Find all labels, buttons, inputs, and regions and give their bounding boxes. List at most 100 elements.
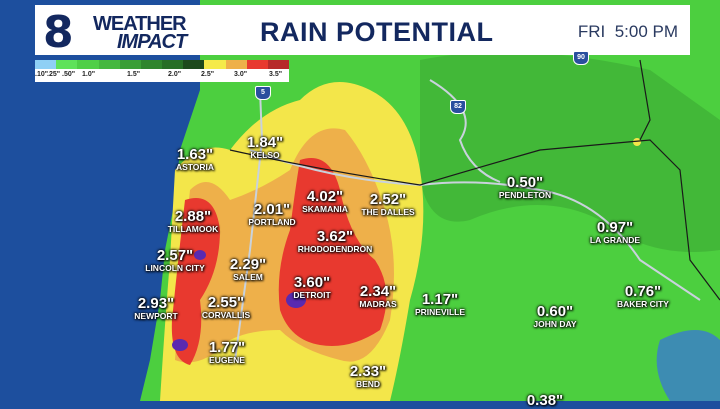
city-name: KELSO xyxy=(250,150,280,160)
city-rain-label: 0.60" JOHN DAY xyxy=(533,304,576,329)
legend-swatch xyxy=(77,60,99,69)
legend-swatch xyxy=(140,60,163,69)
legend-swatch xyxy=(35,60,57,69)
legend-swatch xyxy=(267,60,290,69)
rain-amount: 1.17" xyxy=(421,291,459,308)
city-name: CORVALLIS xyxy=(201,310,251,320)
city-name: PRINEVILLE xyxy=(414,307,466,317)
city-rain-label: 2.29" SALEM xyxy=(230,257,266,282)
legend-swatch xyxy=(225,60,247,69)
legend-label: 1.0" xyxy=(82,71,96,78)
city-rain-label: 0.76" BAKER CITY xyxy=(617,284,669,309)
heavy-rain-coast xyxy=(172,339,188,351)
rain-amount: 0.76" xyxy=(624,283,662,300)
highway xyxy=(234,89,264,361)
rain-spot-east xyxy=(633,138,641,146)
legend-label: .10" xyxy=(35,71,49,78)
city-rain-label: 1.63" ASTORIA xyxy=(176,147,214,172)
city-name: DETROIT xyxy=(293,290,331,300)
city-rain-label: 2.01" PORTLAND xyxy=(248,202,295,227)
city-rain-label: 2.52" THE DALLES xyxy=(361,192,414,217)
legend-color-scale xyxy=(35,60,290,69)
city-rain-label: 2.55" CORVALLIS xyxy=(202,295,250,320)
interstate-shield: 82 xyxy=(450,100,466,114)
interstate-shield: 90 xyxy=(573,51,589,65)
city-rain-label: 0.50" PENDLETON xyxy=(499,175,551,200)
city-name: LA GRANDE xyxy=(589,235,641,245)
state-border xyxy=(639,59,651,141)
station-logo: 8 xyxy=(43,7,74,58)
red-rain-coast xyxy=(171,198,220,365)
city-name: SALEM xyxy=(233,272,263,282)
rain-amount: 2.34" xyxy=(359,283,397,300)
rain-amount: 1.77" xyxy=(208,339,246,356)
legend-label: 1.5" xyxy=(127,71,141,78)
legend-swatch xyxy=(162,60,184,69)
city-rain-label: 1.84" KELSO xyxy=(247,135,283,160)
header-bar: 8 WEATHER IMPACT RAIN POTENTIAL FRI 5:00… xyxy=(35,5,690,58)
city-name: BAKER CITY xyxy=(617,299,669,309)
city-name: LINCOLN CITY xyxy=(145,263,205,273)
city-rain-label: 2.33" BEND xyxy=(350,364,386,389)
city-rain-label: 0.97" LA GRANDE xyxy=(590,220,640,245)
city-name: MADRAS xyxy=(359,299,397,309)
city-rain-label: 3.62" RHODODENDRON xyxy=(298,229,373,254)
page-title: RAIN POTENTIAL xyxy=(260,17,494,47)
city-name: TILLAMOOK xyxy=(167,224,219,234)
rain-amount: 2.55" xyxy=(207,294,245,311)
legend-label: .25" xyxy=(47,71,61,78)
rain-amount: 4.02" xyxy=(306,188,344,205)
logo-impact: IMPACT xyxy=(117,31,187,53)
rain-amount: 2.88" xyxy=(174,208,212,225)
heavy-rain-detroit xyxy=(286,292,306,308)
state-border xyxy=(229,139,720,301)
legend-swatch xyxy=(98,60,120,69)
rain-amount: 2.52" xyxy=(369,191,407,208)
rain-amount: 1.84" xyxy=(246,134,284,151)
city-name: SKAMANIA xyxy=(302,204,348,214)
rain-amount: 2.93" xyxy=(137,295,175,312)
legend-label: 2.5" xyxy=(201,71,215,78)
legend-label: .50" xyxy=(62,71,76,78)
rain-amount: 2.33" xyxy=(349,363,387,380)
city-name: RHODODENDRON xyxy=(297,244,373,254)
city-name: BEND xyxy=(355,379,381,389)
rain-amount: 2.29" xyxy=(229,256,267,273)
city-name: ASTORIA xyxy=(175,162,215,172)
legend-label: 2.0" xyxy=(168,71,182,78)
rain-amount: 0.97" xyxy=(596,219,634,236)
city-name: PORTLAND xyxy=(248,217,296,227)
city-rain-label: 1.17" PRINEVILLE xyxy=(415,292,465,317)
legend-label: 3.5" xyxy=(269,71,283,78)
city-rain-label: 3.60" DETROIT xyxy=(293,275,330,300)
highway xyxy=(429,79,501,183)
rain-amount: 0.50" xyxy=(506,174,544,191)
rain-legend: .10" .25" .50" 1.0" 1.5" 2.0" 2.5" 3.0" 3.5" xyxy=(35,60,290,82)
forecast-time: FRI 5:00 PM xyxy=(577,22,678,41)
legend-swatch xyxy=(56,60,78,69)
legend-swatch xyxy=(119,60,141,69)
lake xyxy=(656,330,720,401)
city-rain-label: 1.77" EUGENE xyxy=(209,340,245,365)
rain-amount: 2.57" xyxy=(156,247,194,264)
city-name: THE DALLES xyxy=(361,207,415,217)
rain-amount: 2.01" xyxy=(253,201,291,218)
legend-labels: .10" .25" .50" 1.0" 1.5" 2.0" 2.5" 3.0" 3.5" xyxy=(35,69,289,82)
city-name: JOHN DAY xyxy=(533,319,577,329)
city-name: EUGENE xyxy=(209,355,245,365)
city-rain-label: 2.88" TILLAMOOK xyxy=(168,209,219,234)
legend-label: 3.0" xyxy=(234,71,248,78)
city-name: PENDLETON xyxy=(498,190,552,200)
heavy-rain-tillamook xyxy=(194,250,206,260)
city-rain-label: 2.57" LINCOLN CITY xyxy=(145,248,205,273)
rain-amount: 3.60" xyxy=(293,274,331,291)
city-rain-label: 4.02" SKAMANIA xyxy=(302,189,348,214)
legend-swatch xyxy=(246,60,268,69)
logo-weather: WEATHER xyxy=(93,13,187,35)
city-name: NEWPORT xyxy=(134,311,178,321)
city-rain-label: 2.93" NEWPORT xyxy=(134,296,177,321)
highway xyxy=(249,149,701,301)
rain-amount: 3.62" xyxy=(316,228,354,245)
legend-swatch xyxy=(204,60,226,69)
